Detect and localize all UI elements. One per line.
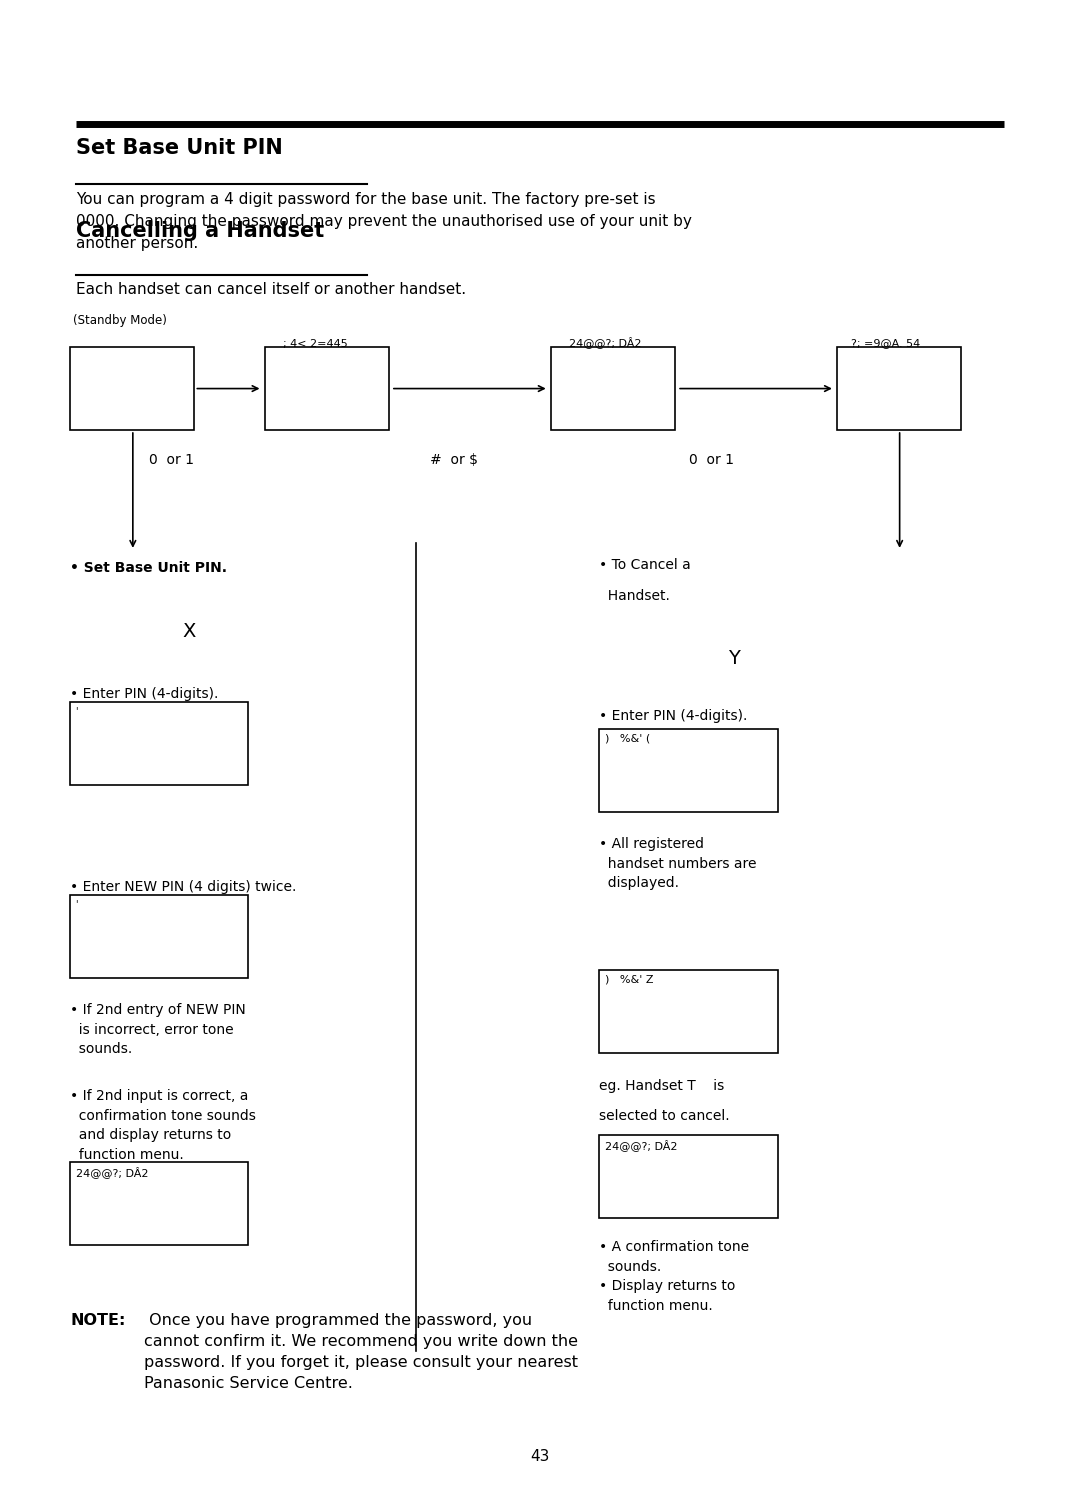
Text: cancel.: cancel. <box>599 1029 649 1043</box>
Text: ': ' <box>76 706 78 717</box>
Text: • Set Base Unit PIN.: • Set Base Unit PIN. <box>70 561 227 575</box>
Text: ; 4< 2=445: ; 4< 2=445 <box>283 338 348 349</box>
Text: (Standby Mode): (Standby Mode) <box>73 314 167 327</box>
Text: You can program a 4 digit password for the base unit. The factory pre-set is
000: You can program a 4 digit password for t… <box>76 192 691 250</box>
Text: • Enter NEW PIN (4 digits) twice.: • Enter NEW PIN (4 digits) twice. <box>70 880 297 893</box>
Text: • If 2nd entry of NEW PIN
  is incorrect, error tone
  sounds.: • If 2nd entry of NEW PIN is incorrect, … <box>70 1003 246 1056</box>
Text: Set Base Unit PIN: Set Base Unit PIN <box>76 139 282 158</box>
Bar <box>551 347 675 430</box>
Text: • All registered
  handset numbers are
  displayed.: • All registered handset numbers are dis… <box>599 837 757 890</box>
Text: ?; =9@A. 54: ?; =9@A. 54 <box>851 338 920 349</box>
Text: Cancelling a Handset: Cancelling a Handset <box>76 222 324 241</box>
Text: 24@@?; DÂ2: 24@@?; DÂ2 <box>569 337 642 349</box>
Text: • Enter PIN (4-digits).: • Enter PIN (4-digits). <box>599 709 747 723</box>
Text: • Enter PIN (4-digits).: • Enter PIN (4-digits). <box>70 687 218 700</box>
Bar <box>599 970 778 1053</box>
Text: #  or $: # or $ <box>430 453 477 466</box>
Text: • To Cancel a: • To Cancel a <box>599 558 691 572</box>
Text: • A confirmation tone
  sounds.
• Display returns to
  function menu.: • A confirmation tone sounds. • Display … <box>599 1240 750 1313</box>
Bar <box>70 347 194 430</box>
Text: 0  or 1: 0 or 1 <box>149 453 194 466</box>
Text: Once you have programmed the password, you
cannot confirm it. We recommend you w: Once you have programmed the password, y… <box>144 1313 578 1391</box>
Text: X: X <box>183 622 195 641</box>
Bar <box>70 895 248 978</box>
Bar <box>599 1135 778 1218</box>
Text: 0  or 1: 0 or 1 <box>648 1142 698 1157</box>
Text: ,    -T    to: , -T to <box>599 969 674 982</box>
Text: 24@@?; DÂ2: 24@@?; DÂ2 <box>76 1166 148 1179</box>
Text: Handset.: Handset. <box>599 589 671 602</box>
Bar <box>837 347 961 430</box>
Text: eg. Handset T    is: eg. Handset T is <box>599 1079 725 1093</box>
Text: NOTE:: NOTE: <box>70 1313 125 1328</box>
Text: ': ' <box>76 899 78 910</box>
Text: select the handset to: select the handset to <box>599 999 746 1013</box>
Text: selected to cancel.: selected to cancel. <box>599 1109 730 1123</box>
Text: Each handset can cancel itself or another handset.: Each handset can cancel itself or anothe… <box>76 282 465 297</box>
Text: )   %&' (: ) %&' ( <box>605 733 650 744</box>
Text: 24@@?; DÂ2: 24@@?; DÂ2 <box>605 1139 677 1151</box>
Bar <box>599 729 778 812</box>
Bar <box>265 347 389 430</box>
Bar <box>70 702 248 785</box>
Text: • If 2nd input is correct, a
  confirmation tone sounds
  and display returns to: • If 2nd input is correct, a confirmatio… <box>70 1089 256 1162</box>
Bar <box>70 1162 248 1245</box>
Text: 43: 43 <box>530 1449 550 1464</box>
Text: 0  or 1: 0 or 1 <box>689 453 734 466</box>
Text: Y: Y <box>729 649 740 668</box>
Text: )   %&' Z: ) %&' Z <box>605 975 653 985</box>
